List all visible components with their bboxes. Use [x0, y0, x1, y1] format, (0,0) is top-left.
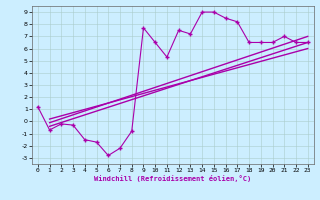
X-axis label: Windchill (Refroidissement éolien,°C): Windchill (Refroidissement éolien,°C): [94, 175, 252, 182]
